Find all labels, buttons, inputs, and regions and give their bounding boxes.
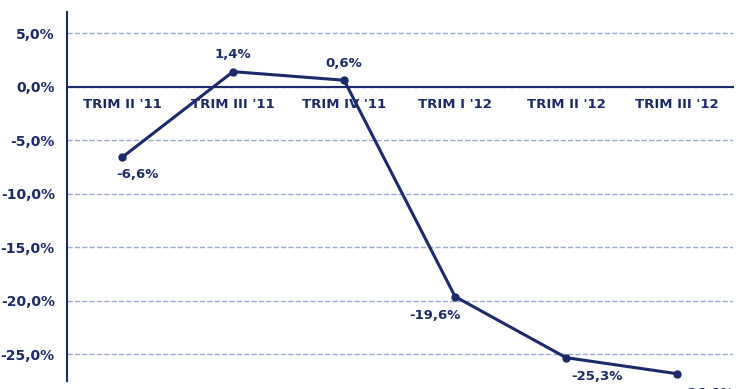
Text: 1,4%: 1,4% xyxy=(215,48,252,61)
Text: -19,6%: -19,6% xyxy=(409,309,460,322)
Text: -26,8%: -26,8% xyxy=(682,387,734,389)
Text: -25,3%: -25,3% xyxy=(571,370,623,384)
Text: -6,6%: -6,6% xyxy=(117,168,159,181)
Text: 0,6%: 0,6% xyxy=(326,56,363,70)
